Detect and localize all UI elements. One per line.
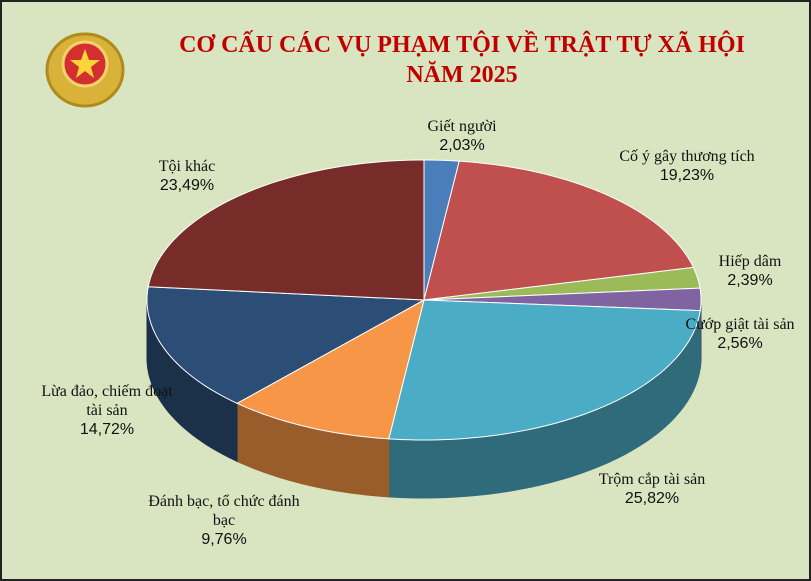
category-label: Tội khác xyxy=(158,158,216,175)
value-label: 2,03% xyxy=(439,137,485,154)
category-label: Đánh bạc, tổ chức đánh bạc xyxy=(148,493,300,529)
data-label: Giết người 2,03% xyxy=(412,117,512,155)
data-label: Trộm cắp tài sản 25,82% xyxy=(552,470,752,508)
category-label: Trộm cắp tài sản xyxy=(598,471,706,488)
data-label: Hiếp dâm 2,39% xyxy=(710,252,790,290)
value-label: 9,76% xyxy=(201,531,247,548)
value-label: 19,23% xyxy=(659,167,715,184)
pie-slice xyxy=(423,266,701,301)
value-label: 14,72% xyxy=(79,421,135,438)
data-label: Cướp giật tài sản 2,56% xyxy=(670,315,809,353)
data-label: Cố ý gây thương tích 19,23% xyxy=(612,147,762,185)
pie-slice xyxy=(423,160,695,301)
category-label: Giết người xyxy=(427,118,497,135)
value-label: 2,39% xyxy=(727,272,773,289)
data-label: Đánh bạc, tổ chức đánh bạc 9,76% xyxy=(139,492,309,549)
value-label: 2,56% xyxy=(717,335,763,352)
category-label: Cố ý gây thương tích xyxy=(619,148,755,165)
data-label: Lừa đảo, chiếm đoạt tài sản 14,72% xyxy=(37,382,177,439)
pie-slice xyxy=(388,299,701,441)
category-label: Cướp giật tài sản xyxy=(685,316,795,333)
value-label: 23,49% xyxy=(159,177,215,194)
value-label: 25,82% xyxy=(624,490,680,507)
pie-slice xyxy=(423,287,702,312)
category-label: Lừa đảo, chiếm đoạt tài sản xyxy=(41,383,173,419)
pie-slice xyxy=(146,286,426,404)
emblem xyxy=(45,32,125,108)
pie-slice xyxy=(235,299,425,440)
data-label: Tội khác 23,49% xyxy=(137,157,237,195)
chart-subtitle: NĂM 2025 xyxy=(406,62,518,88)
chart-title: CƠ CẤU CÁC VỤ PHẠM TỘI VỀ TRẬT TỰ XÃ HỘI xyxy=(179,32,745,58)
category-label: Hiếp dâm xyxy=(718,253,782,270)
pie-tops xyxy=(146,159,702,441)
pie-slice xyxy=(147,159,425,301)
